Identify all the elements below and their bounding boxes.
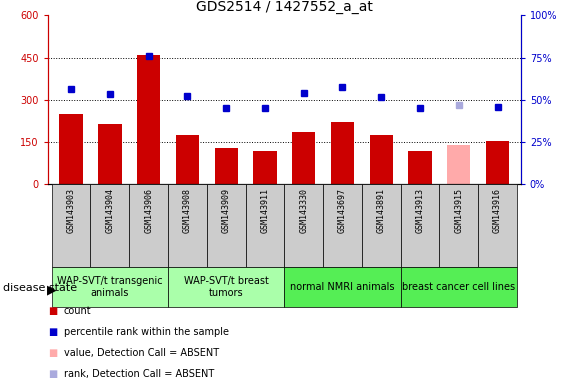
Bar: [284, 267, 401, 307]
Text: GSM143916: GSM143916: [493, 189, 502, 233]
Bar: [99, 124, 122, 184]
Bar: [439, 184, 478, 267]
Bar: [168, 267, 284, 307]
Text: GSM143911: GSM143911: [261, 189, 270, 233]
Bar: [215, 148, 238, 184]
Bar: [401, 184, 439, 267]
Bar: [408, 151, 432, 184]
Bar: [168, 184, 207, 267]
Bar: [245, 184, 284, 267]
Text: normal NMRI animals: normal NMRI animals: [290, 282, 395, 292]
Text: GSM143915: GSM143915: [454, 189, 463, 233]
Bar: [60, 114, 83, 184]
Bar: [137, 55, 160, 184]
Text: GSM143904: GSM143904: [105, 189, 114, 233]
Bar: [292, 132, 315, 184]
Text: ■: ■: [48, 348, 57, 358]
Bar: [478, 184, 517, 267]
Text: ■: ■: [48, 369, 57, 379]
Text: rank, Detection Call = ABSENT: rank, Detection Call = ABSENT: [64, 369, 214, 379]
Bar: [176, 135, 199, 184]
Text: disease state: disease state: [3, 283, 77, 293]
Bar: [207, 184, 245, 267]
Text: count: count: [64, 306, 91, 316]
Bar: [486, 141, 509, 184]
Text: GSM143903: GSM143903: [66, 189, 75, 233]
Bar: [369, 135, 393, 184]
Text: WAP-SVT/t transgenic
animals: WAP-SVT/t transgenic animals: [57, 276, 163, 298]
Text: GSM143330: GSM143330: [299, 189, 308, 233]
Text: percentile rank within the sample: percentile rank within the sample: [64, 327, 229, 337]
Bar: [362, 184, 401, 267]
Text: GSM143891: GSM143891: [377, 189, 386, 233]
Bar: [323, 184, 362, 267]
Text: value, Detection Call = ABSENT: value, Detection Call = ABSENT: [64, 348, 219, 358]
Text: GSM143908: GSM143908: [183, 189, 192, 233]
Text: GSM143906: GSM143906: [144, 189, 153, 233]
Text: GSM143909: GSM143909: [222, 189, 231, 233]
Bar: [331, 122, 354, 184]
Text: ■: ■: [48, 327, 57, 337]
Title: GDS2514 / 1427552_a_at: GDS2514 / 1427552_a_at: [196, 0, 373, 14]
Bar: [447, 145, 470, 184]
Text: WAP-SVT/t breast
tumors: WAP-SVT/t breast tumors: [184, 276, 269, 298]
Text: GSM143697: GSM143697: [338, 189, 347, 233]
Bar: [284, 184, 323, 267]
Bar: [52, 184, 91, 267]
Text: ▶: ▶: [47, 283, 56, 296]
Bar: [91, 184, 129, 267]
Text: ■: ■: [48, 306, 57, 316]
Bar: [253, 151, 276, 184]
Bar: [401, 267, 517, 307]
Text: breast cancer cell lines: breast cancer cell lines: [402, 282, 515, 292]
Text: GSM143913: GSM143913: [415, 189, 425, 233]
Bar: [129, 184, 168, 267]
Bar: [52, 267, 168, 307]
